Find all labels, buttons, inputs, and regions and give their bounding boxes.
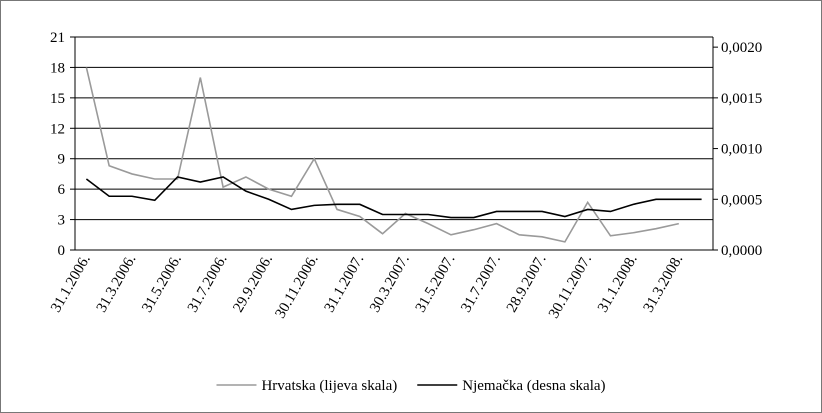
y-tick-label: 15 bbox=[50, 91, 65, 107]
line-series bbox=[85, 176, 702, 219]
y-tick-label: 9 bbox=[58, 152, 66, 168]
y-tick-label: 3 bbox=[58, 213, 66, 229]
y2-tick-label: 0,0020 bbox=[721, 40, 762, 56]
y2-tick-label: 0,0005 bbox=[721, 192, 762, 208]
line-series bbox=[85, 67, 679, 243]
y-tick-label: 21 bbox=[50, 30, 65, 46]
y2-tick-label: 0,0010 bbox=[721, 142, 762, 158]
y2-tick-label: 0,0015 bbox=[721, 91, 762, 107]
y-tick-label: 6 bbox=[58, 182, 66, 198]
y-tick-label: 0 bbox=[58, 243, 66, 259]
legend-label: Hrvatska (lijeva skala) bbox=[261, 378, 397, 394]
y-tick-label: 12 bbox=[50, 121, 65, 137]
y2-tick-label: 0,0000 bbox=[721, 243, 762, 259]
legend-label: Njemačka (desna skala) bbox=[462, 378, 605, 394]
y-tick-label: 18 bbox=[50, 60, 65, 76]
